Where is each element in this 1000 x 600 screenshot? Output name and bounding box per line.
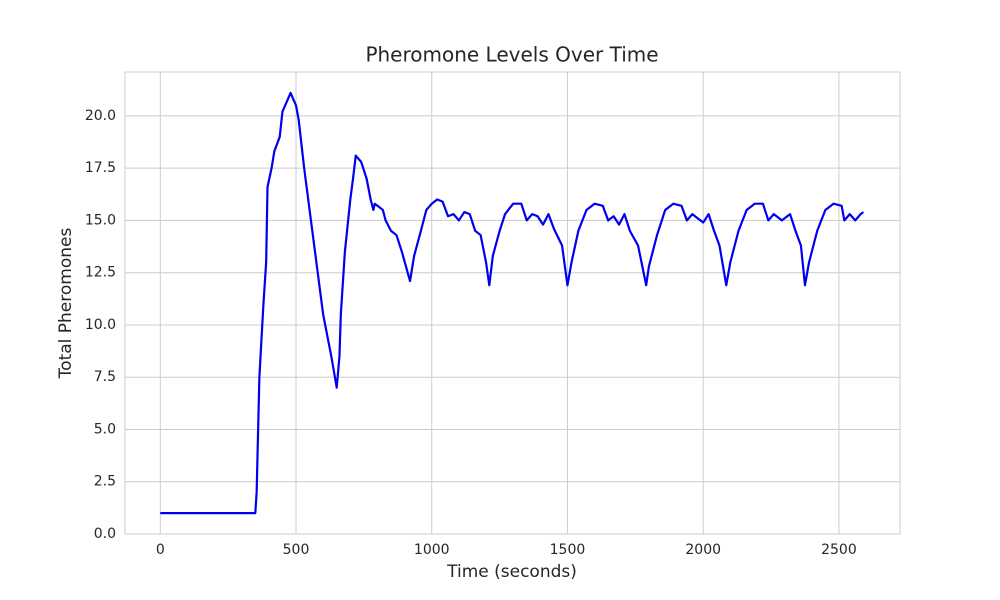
chart-title: Pheromone Levels Over Time — [365, 43, 658, 67]
x-axis-label: Time (seconds) — [446, 562, 577, 582]
y-tick-label: 7.5 — [94, 369, 116, 385]
x-tick-label: 0 — [156, 542, 165, 558]
y-axis-label: Total Pheromones — [56, 228, 76, 380]
y-tick-label: 17.5 — [85, 160, 116, 176]
x-tick-label: 500 — [283, 542, 310, 558]
x-tick-label: 2500 — [821, 542, 857, 558]
y-tick-label: 10.0 — [85, 317, 116, 333]
x-tick-label: 1000 — [414, 542, 450, 558]
y-tick-label: 15.0 — [85, 212, 116, 228]
y-tick-label: 5.0 — [94, 421, 116, 437]
y-tick-label: 12.5 — [85, 265, 116, 281]
y-tick-label: 0.0 — [94, 526, 116, 542]
y-tick-label: 2.5 — [94, 474, 116, 490]
x-tick-label: 2000 — [685, 542, 721, 558]
data-line — [160, 91, 865, 515]
x-tick-label: 1500 — [550, 542, 586, 558]
plot-frame — [124, 71, 901, 535]
y-tick-label: 20.0 — [85, 108, 116, 124]
